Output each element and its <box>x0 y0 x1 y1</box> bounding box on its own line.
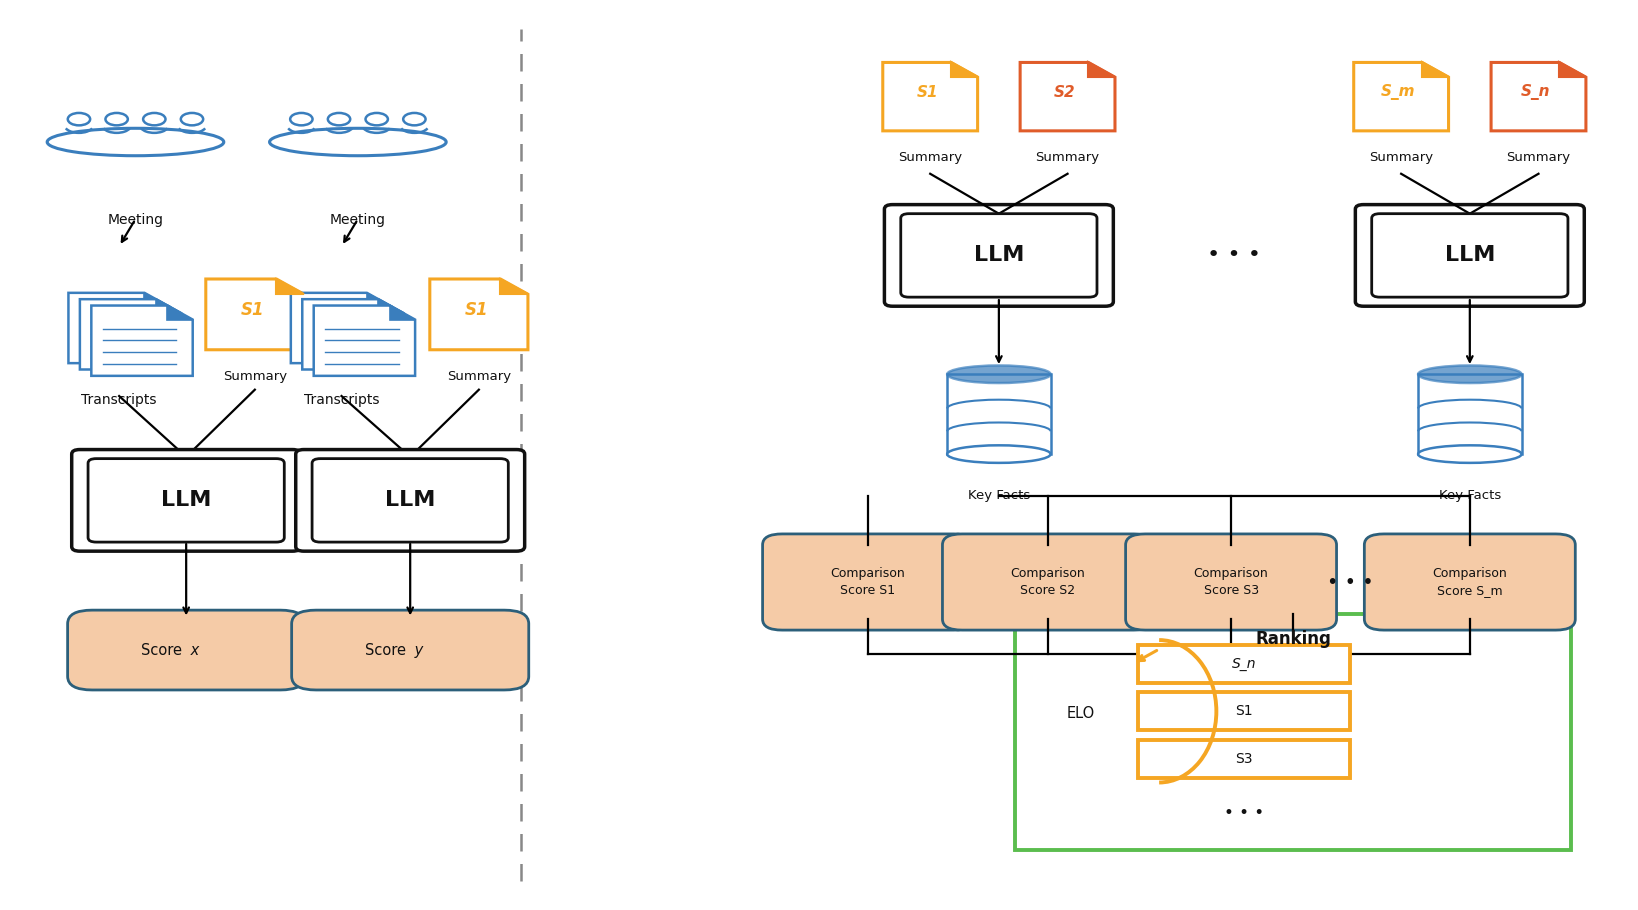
FancyBboxPatch shape <box>72 450 301 551</box>
FancyBboxPatch shape <box>1138 740 1350 778</box>
FancyBboxPatch shape <box>1355 205 1584 307</box>
Polygon shape <box>206 279 305 349</box>
Circle shape <box>365 113 388 126</box>
FancyBboxPatch shape <box>1364 534 1576 630</box>
Text: S1: S1 <box>464 301 488 318</box>
Polygon shape <box>1088 63 1115 77</box>
Ellipse shape <box>947 366 1050 383</box>
Polygon shape <box>144 293 170 307</box>
Text: S1: S1 <box>1235 703 1253 718</box>
Text: S3: S3 <box>1235 752 1253 766</box>
Text: Key Facts: Key Facts <box>968 490 1030 502</box>
Polygon shape <box>303 299 403 369</box>
Polygon shape <box>883 63 978 131</box>
Text: Meeting: Meeting <box>329 213 387 227</box>
Text: Comparison
Score S_m: Comparison Score S_m <box>1433 567 1507 597</box>
Polygon shape <box>292 293 391 363</box>
FancyBboxPatch shape <box>942 534 1153 630</box>
Text: LLM: LLM <box>161 490 211 511</box>
Text: Summary: Summary <box>1035 151 1099 164</box>
Text: Ranking: Ranking <box>1255 630 1332 648</box>
Text: LLM: LLM <box>973 246 1024 266</box>
Polygon shape <box>1559 63 1586 77</box>
Text: Score: Score <box>141 642 187 658</box>
FancyBboxPatch shape <box>1138 692 1350 730</box>
FancyBboxPatch shape <box>885 205 1114 307</box>
Polygon shape <box>167 306 193 319</box>
FancyBboxPatch shape <box>1371 214 1568 298</box>
Ellipse shape <box>48 128 224 156</box>
Polygon shape <box>1422 63 1448 77</box>
Text: S_m: S_m <box>1381 84 1415 100</box>
Text: S_n: S_n <box>1232 657 1256 671</box>
Circle shape <box>143 113 165 126</box>
Circle shape <box>290 113 313 126</box>
FancyBboxPatch shape <box>296 450 524 551</box>
Polygon shape <box>314 306 414 376</box>
Text: LLM: LLM <box>1445 246 1495 266</box>
Text: Comparison
Score S3: Comparison Score S3 <box>1194 567 1268 597</box>
Circle shape <box>180 113 203 126</box>
Text: y: y <box>410 642 424 658</box>
Ellipse shape <box>1419 445 1522 463</box>
Ellipse shape <box>947 445 1050 463</box>
FancyBboxPatch shape <box>1138 644 1350 682</box>
Text: Summary: Summary <box>898 151 962 164</box>
Text: Comparison
Score S1: Comparison Score S1 <box>830 567 906 597</box>
Circle shape <box>67 113 90 126</box>
Text: Transcripts: Transcripts <box>82 393 157 408</box>
FancyBboxPatch shape <box>1125 534 1337 630</box>
Polygon shape <box>92 306 193 376</box>
Polygon shape <box>390 306 414 319</box>
Text: Transcripts: Transcripts <box>303 393 380 408</box>
Polygon shape <box>69 293 170 363</box>
Circle shape <box>105 113 128 126</box>
Circle shape <box>403 113 426 126</box>
Text: Meeting: Meeting <box>108 213 164 227</box>
Polygon shape <box>277 279 305 294</box>
Polygon shape <box>429 279 527 349</box>
FancyBboxPatch shape <box>88 459 285 542</box>
Text: Key Facts: Key Facts <box>1438 490 1500 502</box>
Text: Summary: Summary <box>1507 151 1571 164</box>
Bar <box>1419 374 1522 454</box>
Text: S_n: S_n <box>1522 84 1551 100</box>
Polygon shape <box>501 279 527 294</box>
FancyBboxPatch shape <box>292 610 529 690</box>
Polygon shape <box>367 293 391 307</box>
Polygon shape <box>378 299 403 313</box>
Bar <box>947 374 1050 454</box>
Text: • • •: • • • <box>1327 572 1374 592</box>
Ellipse shape <box>1419 366 1522 383</box>
Text: ELO: ELO <box>1066 706 1094 721</box>
Polygon shape <box>952 63 978 77</box>
Text: LLM: LLM <box>385 490 436 511</box>
Text: • • •: • • • <box>1207 246 1261 266</box>
Polygon shape <box>1491 63 1586 131</box>
FancyBboxPatch shape <box>313 459 508 542</box>
Text: Comparison
Score S2: Comparison Score S2 <box>1011 567 1086 597</box>
Ellipse shape <box>270 128 446 156</box>
Circle shape <box>328 113 351 126</box>
Text: x: x <box>187 642 200 658</box>
Text: Summary: Summary <box>447 369 511 383</box>
Text: S2: S2 <box>1055 85 1076 99</box>
FancyBboxPatch shape <box>763 534 973 630</box>
FancyBboxPatch shape <box>901 214 1097 298</box>
Polygon shape <box>1020 63 1115 131</box>
Text: • • •: • • • <box>1224 804 1265 823</box>
Text: S1: S1 <box>241 301 264 318</box>
Text: Score: Score <box>365 642 410 658</box>
FancyBboxPatch shape <box>1016 613 1571 850</box>
FancyBboxPatch shape <box>67 610 305 690</box>
Polygon shape <box>1353 63 1448 131</box>
Text: Summary: Summary <box>1369 151 1433 164</box>
Polygon shape <box>80 299 182 369</box>
Polygon shape <box>156 299 182 313</box>
Text: Summary: Summary <box>223 369 287 383</box>
Text: S1: S1 <box>917 85 939 99</box>
